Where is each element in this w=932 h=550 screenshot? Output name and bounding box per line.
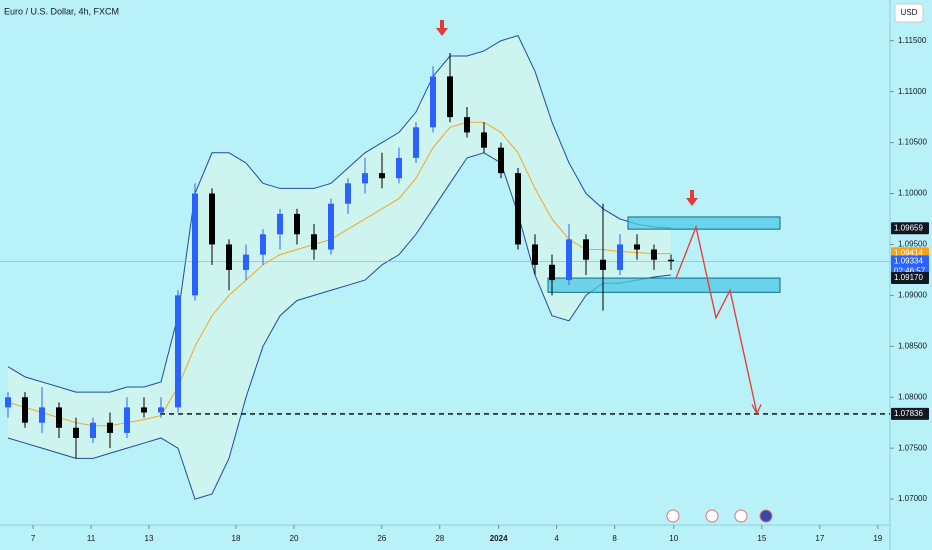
price-tag-label: 1.09170	[894, 273, 923, 282]
currency-button[interactable]	[894, 3, 924, 23]
band-fill	[8, 35, 671, 500]
y-tick-label: 1.11500	[898, 36, 927, 45]
zone	[627, 216, 781, 230]
candle-body	[192, 193, 198, 296]
candle-body	[90, 422, 96, 438]
projection	[675, 224, 758, 414]
price-tag-timer: 02:46:57	[894, 266, 926, 275]
candle-body	[600, 259, 606, 270]
candle-body	[430, 76, 436, 128]
candle-body	[226, 244, 232, 270]
x-tick-label: 26	[377, 534, 386, 543]
candle-body	[345, 183, 351, 204]
x-tick-label: 15	[757, 534, 766, 543]
x-tick-label: 18	[232, 534, 241, 543]
candle-body	[447, 76, 453, 118]
candle-body	[583, 239, 589, 260]
candle-body	[141, 407, 147, 413]
projection-head	[751, 404, 762, 415]
y-tick-label: 1.07000	[898, 494, 927, 503]
currency[interactable]: USD	[901, 8, 918, 17]
band-lower	[7, 152, 672, 500]
y-tick-label: 1.10000	[898, 189, 927, 198]
candle-body	[396, 157, 402, 179]
x-tick-label: 17	[815, 534, 824, 543]
price-tag-label: 1.09414	[894, 248, 923, 257]
x-tick-label: 10	[669, 534, 678, 543]
x-tick-label: 13	[145, 534, 154, 543]
zone	[547, 277, 781, 293]
candle-body	[243, 254, 249, 270]
candle-body	[277, 213, 283, 235]
chart-title: Euro / U.S. Dollar, 4h, FXCM	[4, 6, 119, 16]
candle-body	[362, 173, 368, 184]
candle-body	[56, 407, 62, 428]
candle-body	[209, 193, 215, 245]
price-tag	[891, 255, 929, 278]
y-tick-label: 1.10500	[898, 138, 927, 147]
price-tag	[891, 222, 929, 235]
candle-body	[294, 213, 300, 235]
candle-body	[158, 407, 164, 413]
candle-body	[498, 147, 504, 174]
candle-body	[39, 407, 45, 423]
candle-body	[22, 397, 28, 423]
x-tick-label: 4	[554, 534, 559, 543]
candle-body	[328, 203, 334, 250]
candle-body	[5, 397, 11, 408]
candle-body	[413, 127, 419, 158]
x-tick-label: 2024	[490, 534, 508, 543]
band-basis	[7, 121, 671, 427]
price-tag	[891, 272, 929, 285]
price-tag-label: 1.07836	[894, 409, 923, 418]
x-tick-label: 20	[290, 534, 299, 543]
y-tick-label: 1.08000	[898, 392, 927, 401]
x-tick-label: 19	[873, 534, 882, 543]
candle-body	[651, 249, 657, 260]
y-tick-label: 1.07500	[898, 443, 927, 452]
y-tick-label: 1.09500	[898, 240, 927, 249]
candle-body	[379, 173, 385, 179]
candle-body	[124, 407, 130, 433]
candle-body	[260, 234, 266, 255]
candle-body	[481, 132, 487, 148]
candle-body	[617, 244, 623, 270]
candle-body	[107, 422, 113, 433]
candle-body	[515, 173, 521, 245]
candle-body	[634, 244, 640, 250]
candle-body	[532, 244, 538, 265]
candle-body	[668, 259, 674, 262]
price-tag-label: 1.09334	[894, 256, 923, 265]
price-tag-label: 1.09659	[894, 223, 923, 232]
event-icons	[666, 509, 773, 523]
x-tick-label: 7	[31, 534, 36, 543]
arrow-icon	[436, 20, 448, 36]
y-tick-label: 1.11000	[898, 87, 927, 96]
candle-body	[175, 295, 181, 408]
price-tag	[891, 407, 929, 420]
candle-body	[549, 264, 555, 281]
candle-body	[464, 117, 470, 133]
x-tick-label: 28	[435, 534, 444, 543]
y-tick-label: 1.09000	[898, 290, 927, 299]
candle-body	[73, 427, 79, 438]
candle-body	[566, 239, 572, 281]
arrow-icon	[686, 190, 698, 206]
x-tick-label: 8	[612, 534, 617, 543]
x-tick-label: 11	[87, 534, 96, 543]
y-tick-label: 1.08500	[898, 341, 927, 350]
band-upper	[7, 35, 672, 393]
candle-body	[311, 234, 317, 250]
